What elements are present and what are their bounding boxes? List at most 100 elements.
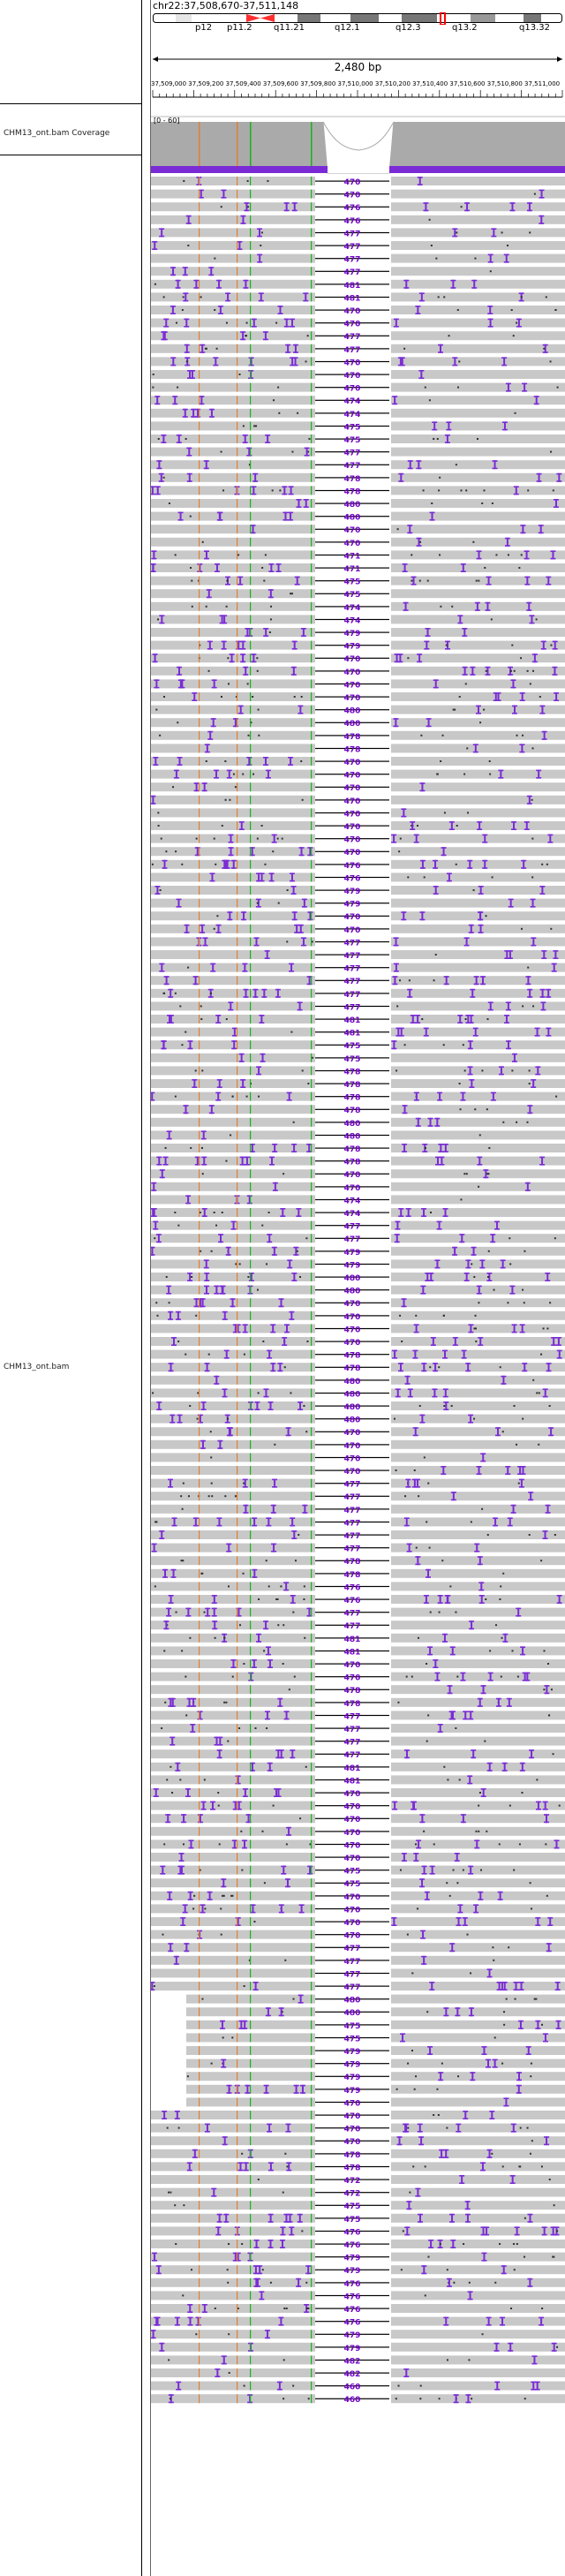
coverage-track[interactable]: [151, 113, 565, 175]
read-row: 470: [151, 1466, 565, 1477]
insertion-marker: [443, 1633, 446, 1643]
insertion-marker: [497, 692, 500, 701]
variant-column: [250, 679, 252, 689]
deletion-dot: [159, 734, 162, 737]
deletion-line: [315, 2114, 389, 2116]
insertion-length-label: 475: [344, 2202, 361, 2211]
variant-column: [311, 1582, 313, 1591]
locus-box[interactable]: chr22:37,508,670-37,511,148: [153, 0, 299, 11]
deletion-dot: [532, 1379, 535, 1381]
deletion-line: [315, 1418, 389, 1420]
variant-column: [311, 537, 313, 547]
alignment-track-name[interactable]: CHM13_ont.bam: [4, 1363, 70, 1371]
read-left: [151, 1246, 315, 1256]
insertion-marker: [195, 279, 198, 289]
insertion-length-label: 476: [344, 204, 361, 213]
deletion-dot: [256, 657, 259, 660]
insertion-marker: [513, 705, 516, 714]
variant-column: [311, 2201, 313, 2210]
deletion-dot: [455, 1611, 457, 1613]
variant-column: [311, 859, 313, 869]
deletion-dot: [189, 1636, 192, 1639]
deletion-dot: [305, 1431, 308, 1433]
insertion-length-label: 479: [344, 2267, 361, 2276]
insertion-marker: [248, 757, 251, 766]
insertion-marker: [419, 2213, 422, 2223]
deletion-dot: [527, 966, 530, 969]
deletion-line: [315, 1843, 389, 1846]
insertion-marker: [278, 2381, 281, 2391]
ruler[interactable]: [151, 88, 565, 101]
header-separator: [0, 103, 141, 104]
insertion-length-label: 477: [344, 939, 361, 948]
deletion-dot: [531, 747, 534, 750]
insertion-length-label: 476: [344, 217, 361, 226]
insertion-marker: [497, 1697, 500, 1707]
deletion-line: [315, 2321, 389, 2323]
insertion-length-label: 470: [344, 810, 361, 819]
insertion-length-label: 470: [344, 1790, 361, 1799]
deletion-dot: [226, 2269, 229, 2271]
read-right: [391, 331, 565, 341]
deletion-dot: [491, 502, 493, 504]
read-right: [391, 1388, 565, 1398]
variant-column: [250, 1814, 252, 1824]
read-right: [391, 1646, 565, 1656]
insertion-marker: [178, 757, 181, 766]
deletion-dot: [524, 1250, 526, 1252]
insertion-marker: [172, 1337, 175, 1346]
insertion-marker: [448, 873, 450, 882]
insertion-length-label: 470: [344, 1906, 361, 1915]
ruler-tick-labels: 37,509,000 37,509,200 37,509,400 37,509,…: [151, 80, 561, 87]
insertion-marker: [523, 859, 525, 869]
read-right: [391, 1337, 565, 1346]
deletion-dot: [250, 721, 252, 724]
deletion-line: [315, 219, 389, 221]
deletion-dot: [407, 876, 410, 879]
variant-column: [199, 1943, 200, 1953]
read-row: 470: [151, 1904, 565, 1915]
insertion-marker: [533, 653, 536, 663]
insertion-marker: [537, 1066, 539, 1076]
variant-column: [250, 357, 252, 366]
insertion-marker: [163, 331, 166, 341]
insertion-marker: [280, 1904, 282, 1914]
variant-column: [311, 331, 313, 341]
deletion-dot: [543, 1650, 546, 1652]
variant-column: [199, 344, 200, 353]
variant-column: [311, 1130, 313, 1140]
read-right: [391, 679, 565, 689]
read-right: [391, 472, 565, 482]
insertion-marker: [298, 1001, 301, 1011]
deletion-dot: [531, 2140, 533, 2142]
variant-column: [250, 447, 252, 457]
coverage-track-name[interactable]: CHM13_ont.bam Coverage: [4, 129, 110, 138]
deletion-dot: [300, 760, 303, 762]
deletion-dot: [436, 2088, 439, 2090]
chromosome-ideogram[interactable]: [153, 12, 563, 25]
deletion-dot: [458, 1083, 461, 1084]
variant-column: [311, 1697, 313, 1707]
insertion-marker: [544, 1530, 546, 1539]
variant-column: [199, 2111, 200, 2119]
deletion-dot: [190, 2269, 192, 2271]
deletion-dot: [177, 386, 179, 389]
read-right: [391, 859, 565, 869]
variant-column: [250, 1504, 252, 1514]
insertion-marker: [267, 1646, 269, 1656]
alignment-track[interactable]: 4704704764764774774774774814814704704774…: [151, 175, 565, 2576]
variant-column: [311, 1001, 313, 1011]
variant-column: [199, 1968, 200, 1978]
deletion-dot: [455, 464, 457, 466]
deletion-line: [315, 2398, 389, 2399]
deletion-dot: [190, 1147, 192, 1149]
insertion-marker: [482, 1788, 485, 1797]
insertion-marker: [176, 2316, 178, 2326]
read-right: [391, 1724, 565, 1733]
variant-column: [311, 2342, 313, 2352]
insertion-marker: [482, 976, 485, 986]
read-left: [151, 976, 315, 986]
insertion-marker: [439, 1724, 441, 1733]
read-left: [151, 1053, 315, 1062]
insertion-marker: [292, 666, 295, 676]
